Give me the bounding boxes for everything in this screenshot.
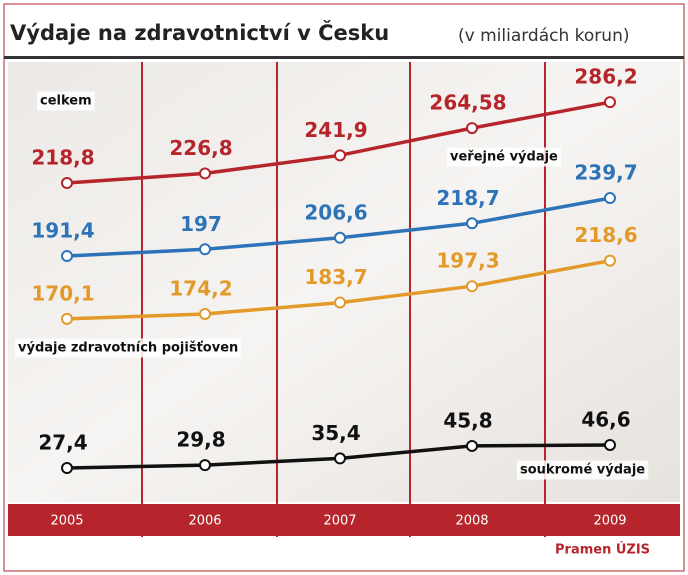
point	[334, 296, 346, 309]
point	[199, 307, 211, 320]
data-label: 29,8	[176, 428, 225, 452]
x-tick-label: 2009	[593, 514, 626, 529]
year-bar	[8, 504, 680, 536]
data-label: 197	[180, 212, 222, 236]
data-label: 206,6	[304, 200, 367, 224]
data-label: 183,7	[304, 265, 367, 289]
data-label: 218,6	[574, 223, 637, 247]
point	[334, 452, 346, 465]
series-label: celkem	[40, 94, 92, 109]
data-label: 197,3	[436, 249, 499, 273]
data-label: 27,4	[38, 431, 87, 455]
plot-background	[8, 62, 680, 502]
data-label: 286,2	[574, 65, 637, 89]
series-label-bg	[37, 91, 95, 111]
point	[466, 122, 478, 135]
data-label: 218,7	[436, 186, 499, 210]
x-tick-label: 2006	[188, 514, 221, 529]
x-tick-label: 2005	[50, 514, 83, 529]
point	[466, 439, 478, 452]
data-label: 35,4	[311, 421, 360, 445]
data-label: 218,8	[31, 146, 94, 170]
point	[604, 96, 616, 109]
x-tick-label: 2008	[455, 514, 488, 529]
series-label-bg	[517, 460, 649, 480]
point	[466, 217, 478, 230]
frame	[3, 3, 685, 572]
chart-title: Výdaje na zdravotnictví v Česku	[10, 20, 389, 45]
point	[334, 231, 346, 244]
point	[61, 177, 73, 190]
point	[199, 167, 211, 180]
source: Pramen ÚZIS	[555, 542, 650, 558]
point	[604, 438, 616, 451]
data-label: 191,4	[31, 219, 94, 243]
series-label-bg	[15, 338, 242, 358]
point	[604, 254, 616, 267]
point	[199, 243, 211, 256]
point	[466, 280, 478, 293]
data-label: 174,2	[169, 276, 232, 300]
data-label: 226,8	[169, 136, 232, 160]
point	[199, 459, 211, 472]
point	[61, 462, 73, 475]
series-label: výdaje zdravotních pojišťoven	[18, 341, 238, 356]
data-label: 264,58	[429, 91, 506, 115]
x-tick-label: 2007	[323, 514, 356, 529]
data-label: 170,1	[31, 281, 94, 305]
series-label-bg	[447, 147, 562, 167]
series-label: soukromé výdaje	[520, 463, 645, 478]
point	[61, 250, 73, 263]
series-label: veřejné výdaje	[450, 150, 558, 165]
point	[604, 192, 616, 205]
point	[334, 149, 346, 162]
data-label: 239,7	[574, 161, 637, 185]
data-label: 241,9	[304, 118, 367, 142]
title-rule	[4, 56, 684, 59]
data-label: 46,6	[581, 407, 630, 431]
data-label: 45,8	[443, 408, 492, 432]
chart-subtitle: (v miliardách korun)	[458, 26, 629, 46]
point	[61, 312, 73, 325]
